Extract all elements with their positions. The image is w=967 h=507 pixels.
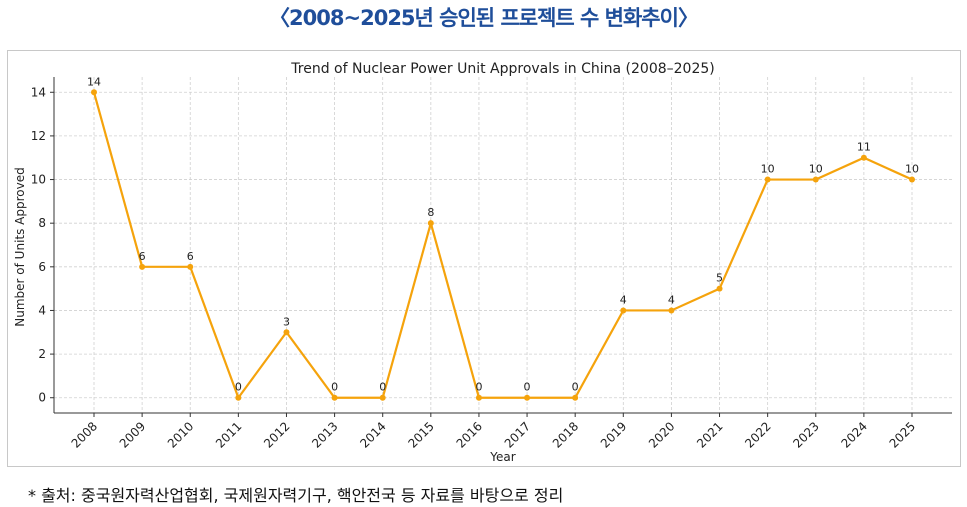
y-tick-label: 4 bbox=[38, 303, 46, 317]
x-tick-label: 2010 bbox=[165, 419, 196, 450]
y-tick-label: 14 bbox=[31, 85, 46, 99]
y-tick-label: 12 bbox=[31, 129, 46, 143]
data-point bbox=[139, 263, 146, 270]
x-tick-label: 2025 bbox=[887, 419, 918, 450]
data-point bbox=[475, 394, 482, 401]
data-point bbox=[716, 285, 723, 292]
x-tick-label: 2012 bbox=[261, 419, 292, 450]
data-label: 10 bbox=[761, 163, 775, 176]
data-point bbox=[620, 307, 627, 314]
x-tick-label: 2021 bbox=[694, 419, 725, 450]
data-label: 4 bbox=[668, 293, 675, 306]
data-label: 3 bbox=[283, 315, 290, 328]
data-point bbox=[187, 263, 194, 270]
data-point bbox=[91, 89, 97, 96]
x-tick-label: 2023 bbox=[790, 419, 821, 450]
x-tick-label: 2008 bbox=[69, 419, 100, 450]
data-point bbox=[524, 394, 531, 401]
data-label: 0 bbox=[379, 381, 386, 394]
data-label: 0 bbox=[235, 381, 242, 394]
y-tick-label: 6 bbox=[38, 260, 46, 274]
y-axis-label: Number of Units Approved bbox=[13, 167, 27, 326]
data-point bbox=[812, 176, 819, 183]
y-tick-label: 8 bbox=[38, 216, 46, 230]
series-line bbox=[92, 91, 913, 401]
data-label: 0 bbox=[524, 381, 531, 394]
data-label: 0 bbox=[331, 381, 338, 394]
data-label: 10 bbox=[905, 163, 919, 176]
x-tick-label: 2017 bbox=[502, 419, 533, 450]
chart-container: Trend of Nuclear Power Unit Approvals in… bbox=[7, 50, 961, 467]
page-title: 〈2008~2025년 승인된 프로젝트 수 변화추이〉 bbox=[269, 6, 699, 30]
x-tick-label: 2013 bbox=[309, 419, 340, 450]
x-tick-label: 2020 bbox=[646, 419, 677, 450]
data-point bbox=[860, 154, 867, 161]
y-tick-label: 0 bbox=[38, 391, 46, 405]
source-note: * 출처: 중국원자력산업협회, 국제원자력기구, 핵안전국 등 자료를 바탕으… bbox=[28, 486, 564, 505]
x-tick-label: 2014 bbox=[357, 419, 388, 450]
data-label: 6 bbox=[187, 250, 194, 263]
data-label: 4 bbox=[620, 293, 627, 306]
y-tick-label: 10 bbox=[31, 173, 46, 187]
x-axis-label: Year bbox=[489, 450, 515, 464]
x-tick-label: 2024 bbox=[839, 419, 870, 450]
data-label: 0 bbox=[572, 381, 579, 394]
x-tick-label: 2019 bbox=[598, 419, 629, 450]
data-label: 5 bbox=[716, 272, 723, 285]
data-label: 14 bbox=[87, 75, 101, 88]
x-tick-label: 2015 bbox=[405, 419, 436, 450]
x-tick-label: 2018 bbox=[550, 419, 581, 450]
y-tick-label: 2 bbox=[38, 347, 46, 361]
data-point bbox=[283, 329, 290, 336]
line-chart: Trend of Nuclear Power Unit Approvals in… bbox=[13, 61, 952, 464]
data-point bbox=[764, 176, 771, 183]
data-label: 6 bbox=[139, 250, 146, 263]
data-label: 0 bbox=[475, 381, 482, 394]
data-point bbox=[909, 176, 915, 183]
data-label: 10 bbox=[809, 163, 823, 176]
data-point bbox=[668, 307, 675, 314]
data-point bbox=[235, 394, 242, 401]
x-tick-label: 2011 bbox=[213, 419, 244, 450]
data-point bbox=[331, 394, 338, 401]
x-tick-label: 2016 bbox=[454, 419, 485, 450]
x-tick-label: 2009 bbox=[117, 419, 148, 450]
data-point bbox=[379, 394, 386, 401]
data-point bbox=[427, 220, 434, 227]
chart-title: Trend of Nuclear Power Unit Approvals in… bbox=[290, 61, 714, 77]
x-tick-label: 2022 bbox=[742, 419, 773, 450]
data-label: 11 bbox=[857, 141, 871, 154]
data-point bbox=[572, 394, 579, 401]
data-label: 8 bbox=[427, 206, 434, 219]
